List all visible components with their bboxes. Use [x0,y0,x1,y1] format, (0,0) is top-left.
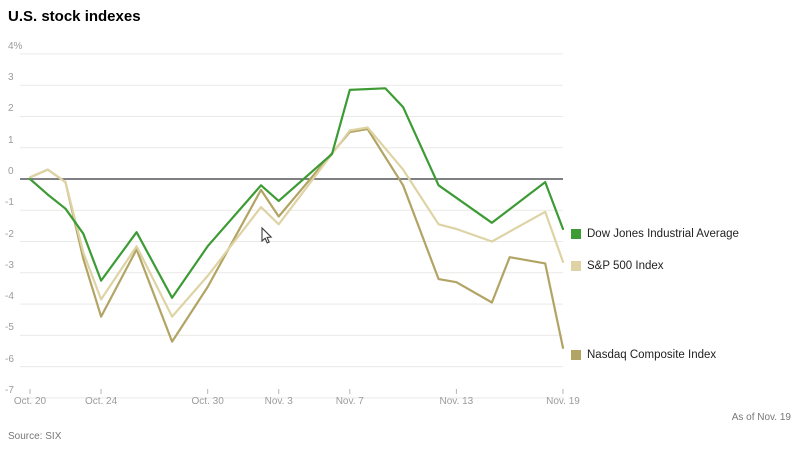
mouse-cursor-icon [261,226,273,244]
x-tick-label: Nov. 7 [335,396,364,407]
x-tick-label: Oct. 24 [84,396,118,407]
nasdaq-swatch-icon [571,350,581,360]
series-line-nasdaq [28,127,565,349]
y-tick-label: 0 [8,166,14,177]
y-tick-label: -1 [5,197,14,209]
y-tick-label: -7 [5,384,14,396]
x-tick-label: Nov. 3 [264,396,293,407]
y-tick-label: 4% [8,40,23,52]
x-tick-label: Oct. 20 [13,396,47,407]
y-tick-label: 2 [8,103,14,115]
legend-item-sp500: S&P 500 Index [571,260,664,272]
y-tick-label: -6 [5,353,14,365]
y-tick-label: 1 [8,134,14,146]
legend-item-dow: Dow Jones Industrial Average [571,228,739,240]
as-of-label: As of Nov. 19 [731,412,791,423]
source-label: Source: SIX [8,431,62,442]
legend-item-nasdaq: Nasdaq Composite Index [571,349,716,361]
legend-label-dow: Dow Jones Industrial Average [587,228,739,240]
x-tick-label: Oct. 30 [191,396,224,407]
series-line-dow [28,87,565,299]
series-line-sp [28,126,565,318]
y-tick-label: -5 [5,322,14,334]
page-title: U.S. stock indexes [8,8,141,25]
x-tick-label: Nov. 13 [439,396,474,407]
legend-label-sp500: S&P 500 Index [587,260,664,272]
dow-swatch-icon [571,229,581,239]
y-tick-label: 3 [8,72,14,84]
y-tick-label: -3 [5,259,14,271]
y-tick-label: -4 [5,291,14,303]
legend-label-nasdaq: Nasdaq Composite Index [587,349,717,361]
y-tick-label: -2 [5,228,14,240]
sp500-swatch-icon [571,261,581,271]
x-tick-label: Nov. 19 [546,396,580,407]
